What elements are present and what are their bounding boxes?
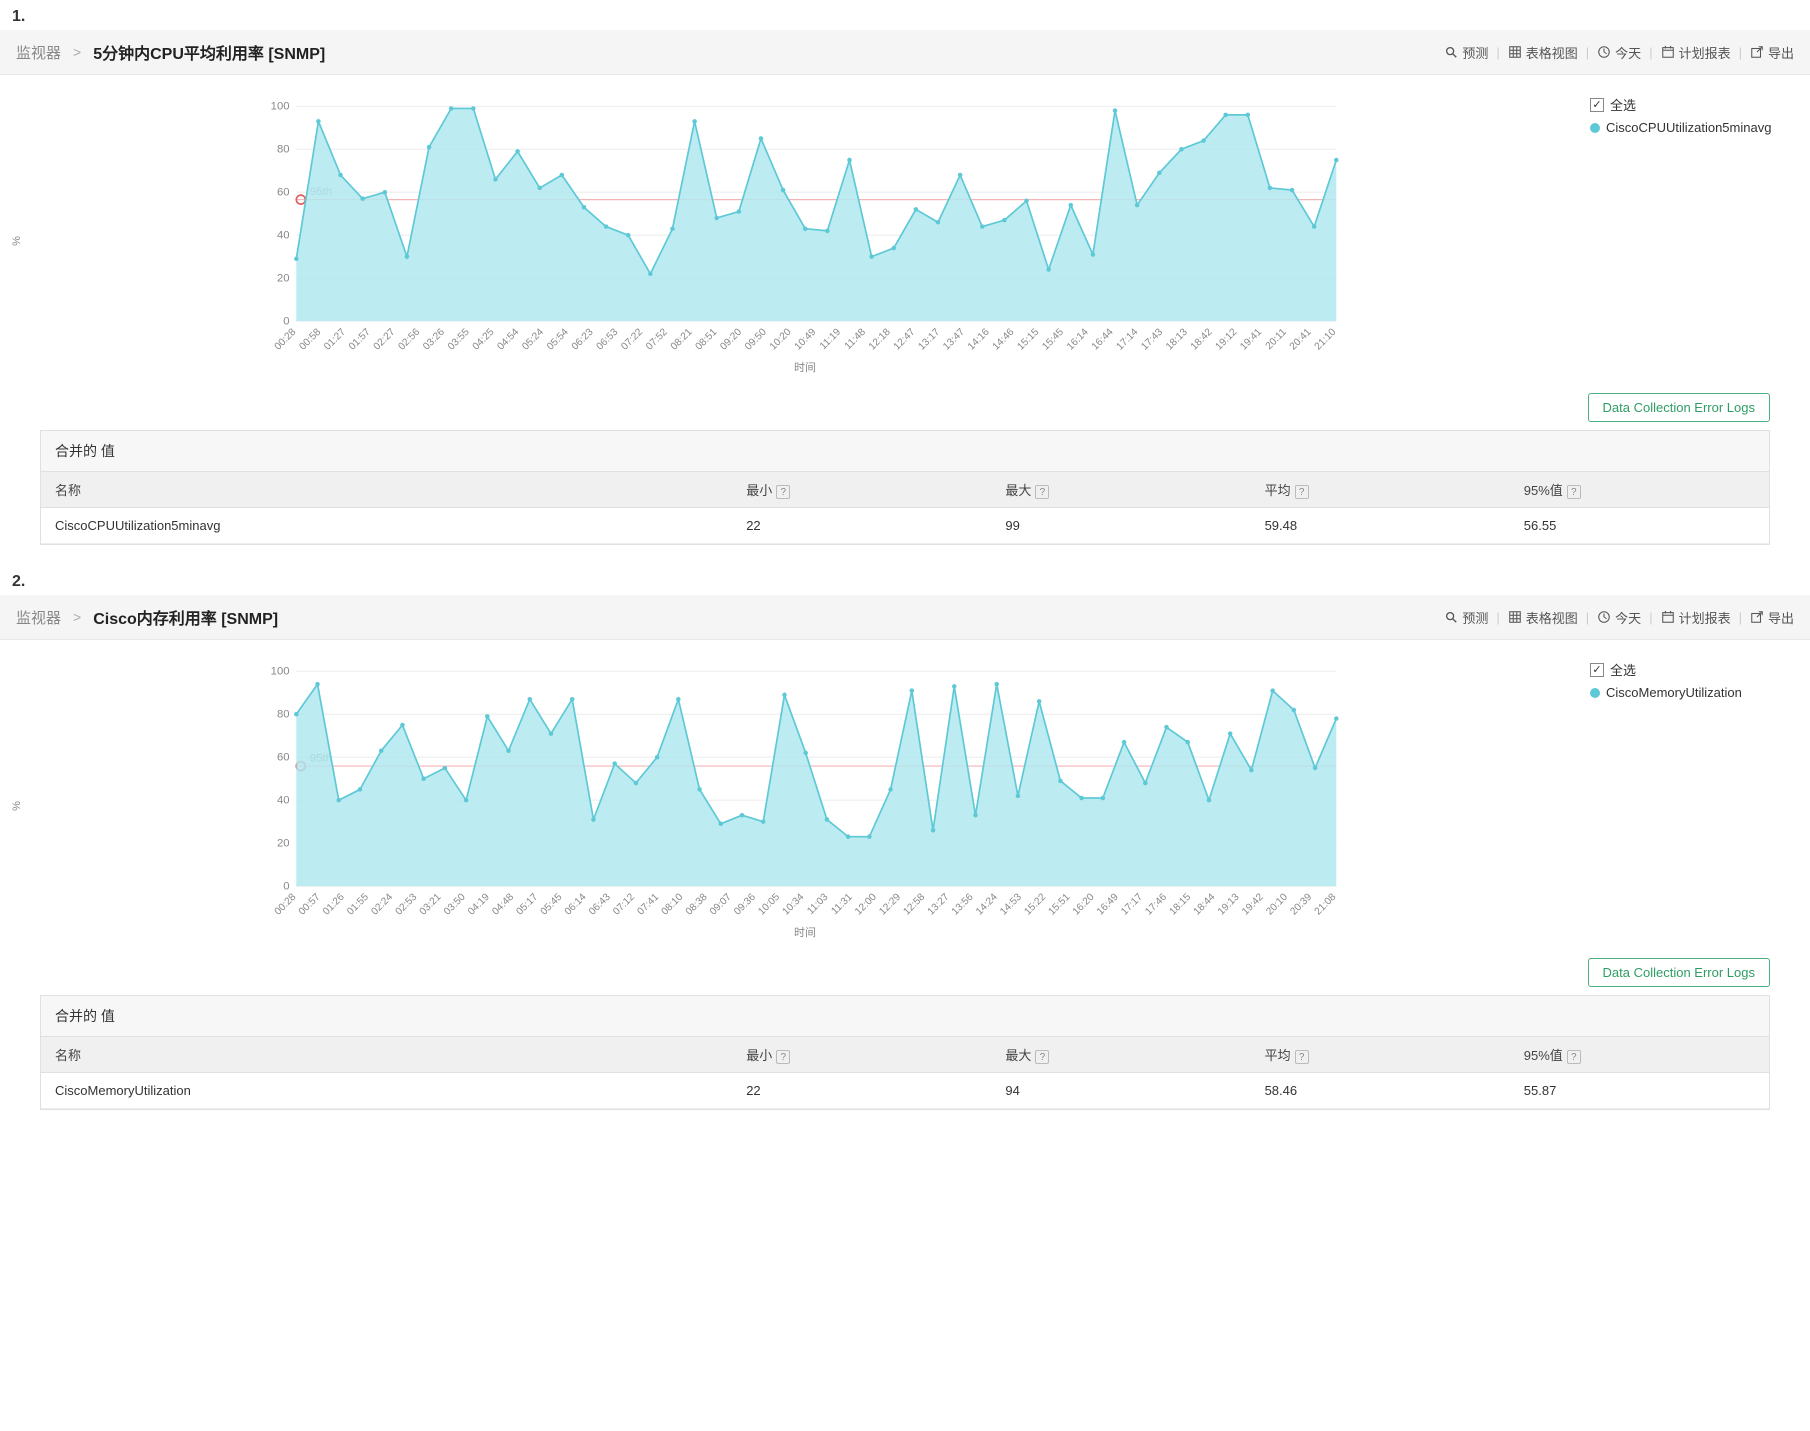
select-all-checkbox[interactable]: ✓全选 [1590,660,1790,679]
today-button[interactable]: 今天 [1597,43,1641,62]
legend-panel: ✓全选 CiscoCPUUtilization5minavg [1570,95,1790,375]
schedule-button[interactable]: 计划报表 [1661,608,1731,627]
svg-text:0: 0 [283,880,289,892]
table-cell: 59.48 [1251,508,1510,544]
svg-text:60: 60 [277,187,290,199]
page-title: 5分钟内CPU平均利用率 [SNMP] [93,40,325,64]
x-axis-label: 时间 [40,359,1570,375]
chevron-right-icon: > [73,609,81,625]
help-icon[interactable]: ? [1295,485,1309,499]
table-col-0: 名称 [41,472,732,508]
table-cell: 22 [732,1073,991,1109]
svg-text:0: 0 [283,315,289,327]
table-cell: 22 [732,508,991,544]
table-title: 合并的 值 [41,996,1769,1037]
help-icon[interactable]: ? [1567,485,1581,499]
help-icon[interactable]: ? [1035,485,1049,499]
table-col-2: 最大? [991,472,1250,508]
table-row: CiscoCPUUtilization5minavg229959.4856.55 [41,508,1769,544]
error-logs-button[interactable]: Data Collection Error Logs [1588,958,1770,987]
table-cell: CiscoCPUUtilization5minavg [41,508,732,544]
svg-text:80: 80 [277,144,290,156]
legend-panel: ✓全选 CiscoMemoryUtilization [1570,660,1790,940]
table-col-0: 名称 [41,1037,732,1073]
table-view-button[interactable]: 表格视图 [1508,608,1578,627]
summary-table: 合并的 值 名称最小?最大?平均?95%值? CiscoMemoryUtiliz… [40,995,1770,1110]
export-button[interactable]: 导出 [1750,43,1794,62]
search-plus-icon [1444,610,1458,624]
table-col-4: 95%值? [1510,1037,1769,1073]
table-col-2: 最大? [991,1037,1250,1073]
forecast-button[interactable]: 预测 [1444,608,1488,627]
breadcrumb-root[interactable]: 监视器 [16,607,61,628]
today-button[interactable]: 今天 [1597,608,1641,627]
table-cell: 94 [991,1073,1250,1109]
help-icon[interactable]: ? [776,1050,790,1064]
select-all-checkbox[interactable]: ✓全选 [1590,95,1790,114]
svg-text:40: 40 [277,230,290,242]
y-axis-label: % [11,236,23,246]
table-view-button[interactable]: 表格视图 [1508,43,1578,62]
table-title: 合并的 值 [41,431,1769,472]
x-axis-label: 时间 [40,924,1570,940]
svg-text:20: 20 [277,273,290,285]
schedule-button[interactable]: 计划报表 [1661,43,1731,62]
help-icon[interactable]: ? [776,485,790,499]
svg-text:80: 80 [277,709,290,721]
table-cell: 56.55 [1510,508,1769,544]
table-row: CiscoMemoryUtilization229458.4655.87 [41,1073,1769,1109]
table-col-1: 最小? [732,1037,991,1073]
chart-area: % 02040608010095th 00:2800:5801:2701:570… [40,95,1570,375]
calendar-icon [1661,45,1675,59]
table-col-4: 95%值? [1510,472,1769,508]
grid-icon [1508,610,1522,624]
chart-1: 02040608010095th 00:2800:5701:2601:5502:… [40,660,1570,920]
table-cell: CiscoMemoryUtilization [41,1073,732,1109]
toolbar: 预测 | 表格视图 | 今天 | 计划报表 | 导出 [1444,608,1794,627]
calendar-icon [1661,610,1675,624]
toolbar: 预测 | 表格视图 | 今天 | 计划报表 | 导出 [1444,43,1794,62]
forecast-button[interactable]: 预测 [1444,43,1488,62]
svg-text:20: 20 [277,838,290,850]
table-cell: 58.46 [1251,1073,1510,1109]
export-icon [1750,45,1764,59]
help-icon[interactable]: ? [1295,1050,1309,1064]
header-bar: 监视器 > 5分钟内CPU平均利用率 [SNMP] 预测 | 表格视图 | 今天… [0,30,1810,75]
section-number: 2. [0,565,1810,595]
chart-area: % 02040608010095th 00:2800:5701:2601:550… [40,660,1570,940]
svg-text:100: 100 [271,101,290,113]
legend-series[interactable]: CiscoMemoryUtilization [1590,685,1790,700]
table-col-3: 平均? [1251,1037,1510,1073]
table-col-1: 最小? [732,472,991,508]
table-col-3: 平均? [1251,472,1510,508]
table-cell: 99 [991,508,1250,544]
header-bar: 监视器 > Cisco内存利用率 [SNMP] 预测 | 表格视图 | 今天 |… [0,595,1810,640]
legend-series[interactable]: CiscoCPUUtilization5minavg [1590,120,1790,135]
export-icon [1750,610,1764,624]
page-title: Cisco内存利用率 [SNMP] [93,605,278,629]
section-number: 1. [0,0,1810,30]
y-axis-label: % [11,801,23,811]
svg-text:100: 100 [271,666,290,678]
error-logs-button[interactable]: Data Collection Error Logs [1588,393,1770,422]
export-button[interactable]: 导出 [1750,608,1794,627]
breadcrumb: 监视器 > Cisco内存利用率 [SNMP] [16,605,278,629]
help-icon[interactable]: ? [1567,1050,1581,1064]
table-cell: 55.87 [1510,1073,1769,1109]
chevron-right-icon: > [73,44,81,60]
clock-icon [1597,610,1611,624]
svg-text:40: 40 [277,795,290,807]
breadcrumb-root[interactable]: 监视器 [16,42,61,63]
clock-icon [1597,45,1611,59]
grid-icon [1508,45,1522,59]
chart-0: 02040608010095th 00:2800:5801:2701:5702:… [40,95,1570,355]
help-icon[interactable]: ? [1035,1050,1049,1064]
breadcrumb: 监视器 > 5分钟内CPU平均利用率 [SNMP] [16,40,325,64]
svg-text:60: 60 [277,752,290,764]
summary-table: 合并的 值 名称最小?最大?平均?95%值? CiscoCPUUtilizati… [40,430,1770,545]
search-plus-icon [1444,45,1458,59]
